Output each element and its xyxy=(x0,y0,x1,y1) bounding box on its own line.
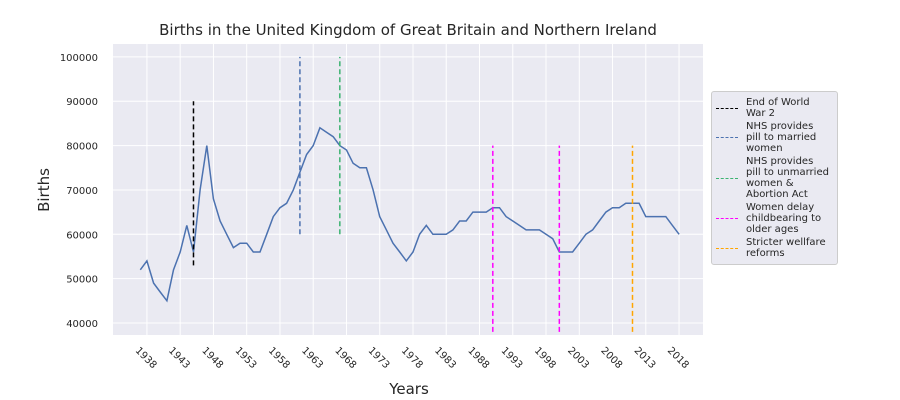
x-tick-label: 1998 xyxy=(532,345,558,371)
legend-entry: NHS provides pill to unmarried women & A… xyxy=(716,156,835,200)
x-tick-label: 2018 xyxy=(665,345,691,371)
legend: End of World War 2 NHS provides pill to m… xyxy=(711,91,838,265)
x-tick-label: 2008 xyxy=(598,345,624,371)
x-tick-label: 1983 xyxy=(432,345,458,371)
y-tick-label: 40000 xyxy=(66,319,98,330)
legend-label: Stricter wellfare reforms xyxy=(746,237,826,259)
x-tick-label: 1968 xyxy=(332,345,358,371)
legend-key xyxy=(716,107,738,109)
y-axis-label: Births xyxy=(35,168,53,212)
legend-entry: Stricter wellfare reforms xyxy=(716,237,835,259)
y-tick-label: 100000 xyxy=(60,53,98,64)
x-tick-label: 1973 xyxy=(366,345,392,371)
legend-label: Women delay childbearing to older ages xyxy=(746,202,822,235)
x-axis-label: Years xyxy=(388,380,429,398)
x-tick-label: 1943 xyxy=(166,345,192,371)
legend-entry: NHS provides pill to married women xyxy=(716,121,835,154)
y-tick-label: 50000 xyxy=(66,275,98,286)
x-tick-label: 1953 xyxy=(233,345,259,371)
x-tick-label: 1948 xyxy=(199,345,225,371)
y-tick-label: 60000 xyxy=(66,230,98,241)
x-tick-label: 2013 xyxy=(632,345,658,371)
legend-entry: End of World War 2 xyxy=(716,97,835,119)
x-tick-label: 1963 xyxy=(299,345,325,371)
legend-label: NHS provides pill to unmarried women & A… xyxy=(746,156,829,200)
y-tick-label: 80000 xyxy=(66,142,98,153)
y-tick-label: 90000 xyxy=(66,97,98,108)
legend-entry: Women delay childbearing to older ages xyxy=(716,202,835,235)
y-tick-label: 70000 xyxy=(66,186,98,197)
x-tick-label: 1978 xyxy=(399,345,425,371)
legend-key xyxy=(716,218,738,219)
x-tick-label: 1958 xyxy=(266,345,292,371)
data-line xyxy=(139,126,680,303)
legend-key xyxy=(716,137,738,138)
legend-key xyxy=(716,177,738,179)
chart-title: Births in the United Kingdom of Great Br… xyxy=(159,21,657,39)
x-tick-label: 1938 xyxy=(133,345,159,371)
legend-label: NHS provides pill to married women xyxy=(746,121,817,154)
x-tick-label: 1988 xyxy=(465,345,491,371)
x-tick-label: 2003 xyxy=(565,345,591,371)
x-tick-label: 1993 xyxy=(499,345,525,371)
legend-key xyxy=(716,247,738,249)
legend-label: End of World War 2 xyxy=(746,97,810,119)
